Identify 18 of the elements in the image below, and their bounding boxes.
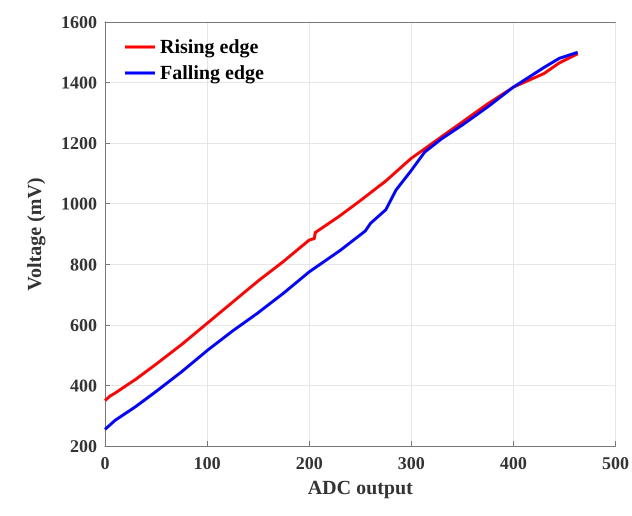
x-tick-label: 100	[194, 453, 221, 473]
x-axis-title: ADC output	[308, 477, 414, 499]
x-tick-label: 500	[602, 453, 629, 473]
y-tick-label: 1400	[61, 72, 97, 93]
x-tick-label: 0	[100, 453, 110, 473]
y-tick-label: 200	[70, 436, 97, 456]
x-tick-label: 300	[398, 453, 425, 473]
y-tick-label: 1200	[61, 133, 97, 154]
y-tick-label: 600	[70, 314, 97, 335]
y-tick-label: 400	[70, 375, 97, 396]
y-tick-label: 1000	[61, 194, 97, 214]
x-tick-label: 400	[500, 453, 527, 473]
y-axis-title: Voltage (mV)	[24, 177, 46, 291]
y-tick-label: 1600	[61, 12, 97, 32]
legend-label: Falling edge	[160, 62, 264, 84]
y-tick-label: 800	[70, 254, 97, 274]
x-tick-label: 200	[296, 453, 323, 473]
legend-label: Rising edge	[160, 36, 258, 58]
